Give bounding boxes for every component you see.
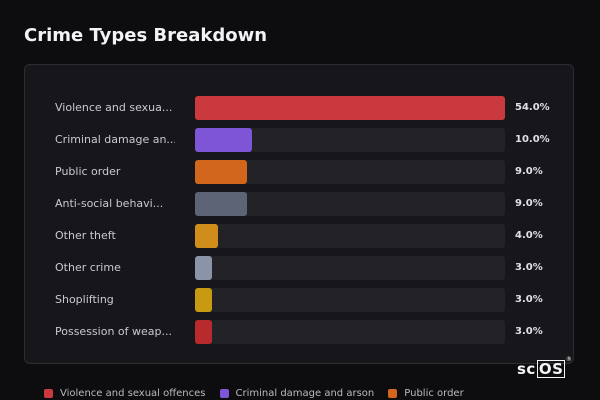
bar-row: Public order 9.0%: [25, 160, 575, 184]
bar-row: Criminal damage an... 10.0%: [25, 128, 575, 152]
bar-row: Other crime 3.0%: [25, 256, 575, 280]
bar-track: [195, 192, 505, 216]
bar-row: Other theft 4.0%: [25, 224, 575, 248]
bar: [195, 192, 247, 216]
legend-label: Criminal damage and arson: [235, 387, 375, 399]
bar-row: Violence and sexua... 54.0%: [25, 96, 575, 120]
bar-category-label: Other crime: [55, 261, 121, 274]
legend-label: Violence and sexual offences: [60, 387, 206, 399]
bar: [195, 128, 253, 152]
legend-item: Violence and sexual offences: [44, 388, 206, 399]
bar-value-label: 9.0%: [515, 166, 543, 177]
bar-track: [195, 288, 505, 312]
bar-track: [195, 96, 505, 120]
logo-prefix: sc: [517, 360, 536, 378]
bar-track: [195, 224, 505, 248]
bar: [195, 256, 213, 280]
bar-row: Possession of weap... 3.0%: [25, 320, 575, 344]
bar-row: Shoplifting 3.0%: [25, 288, 575, 312]
legend-swatch: [219, 388, 229, 398]
bar-track: [195, 320, 505, 344]
legend-item: Criminal damage and arson: [219, 387, 375, 399]
bar-value-label: 54.0%: [515, 102, 550, 113]
chart-legend: Violence and sexual offences Criminal dam…: [44, 386, 478, 400]
bar-track: [195, 160, 505, 184]
bar: [195, 224, 218, 248]
scos-logo: sc OS ®: [517, 356, 572, 379]
legend-item: Public order: [388, 387, 464, 399]
bar-category-label: Public order: [55, 165, 121, 178]
legend-swatch: [44, 388, 53, 398]
bar-category-label: Criminal damage an...: [55, 133, 175, 146]
bar-category-label: Shoplifting: [55, 293, 114, 306]
bar-track: [195, 128, 505, 152]
bar-category-label: Violence and sexua...: [55, 101, 173, 114]
bar-category-label: Possession of weap...: [55, 325, 172, 338]
bar-value-label: 3.0%: [515, 326, 543, 337]
logo-box: OS: [536, 360, 566, 378]
chart-title: Crime Types Breakdown: [24, 25, 268, 46]
bar-value-label: 9.0%: [515, 198, 543, 209]
bar-value-label: 3.0%: [515, 294, 543, 305]
bar-category-label: Anti-social behavi...: [55, 197, 164, 210]
legend-swatch: [388, 388, 398, 398]
chart-card: Violence and sexua... 54.0% Criminal damag…: [24, 64, 574, 364]
logo-registered-mark: ®: [565, 356, 573, 363]
bar-category-label: Other theft: [55, 229, 116, 242]
legend-label: Public order: [404, 387, 464, 399]
bar-value-label: 3.0%: [515, 262, 543, 273]
bar-value-label: 10.0%: [515, 134, 550, 145]
bar-track: [195, 256, 505, 280]
bar: [195, 96, 505, 120]
bar: [195, 320, 213, 344]
bar-value-label: 4.0%: [515, 230, 543, 241]
bar-row: Anti-social behavi... 9.0%: [25, 192, 575, 216]
bar: [195, 288, 213, 312]
bar: [195, 160, 247, 184]
